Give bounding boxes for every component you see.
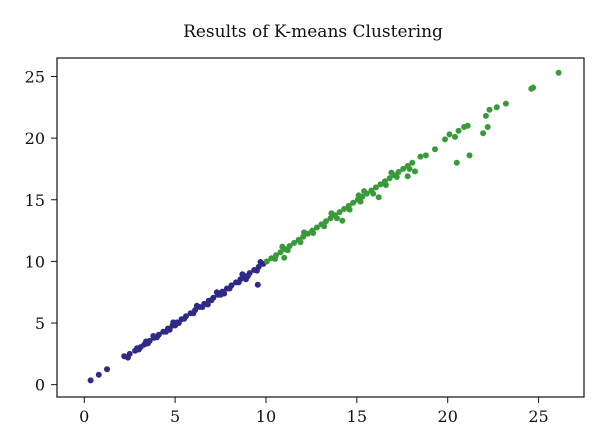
cluster-2-point	[328, 210, 335, 217]
cluster-2-point	[388, 169, 395, 176]
x-tick-label: 5	[170, 407, 180, 426]
cluster-1-point	[257, 259, 264, 265]
cluster-1-point	[175, 320, 182, 326]
cluster-2-point	[310, 230, 317, 236]
cluster-2-point	[412, 168, 418, 175]
y-tick-label: 20	[25, 129, 45, 148]
y-tick-label: 0	[35, 376, 45, 395]
cluster-1-point	[134, 345, 140, 352]
cluster-1-point	[166, 326, 173, 333]
cluster-2-point	[284, 247, 291, 254]
cluster-1-point	[190, 310, 197, 317]
cluster-2-point	[327, 215, 334, 222]
cluster-2-point	[355, 192, 362, 199]
cluster-1-point	[199, 304, 206, 310]
cluster-1-point	[239, 271, 246, 278]
cluster-2-point	[313, 224, 320, 231]
cluster-2-point	[301, 229, 308, 236]
cluster-2-point	[482, 112, 489, 119]
cluster-2-point	[281, 254, 288, 261]
cluster-2-point	[404, 173, 411, 180]
cluster-2-point	[493, 104, 500, 111]
cluster-2-point	[393, 174, 400, 180]
cluster-2-point	[333, 215, 340, 222]
cluster-1-point	[204, 301, 211, 308]
x-tick-label: 20	[438, 407, 458, 426]
cluster-2-point	[406, 165, 413, 172]
cluster-1-point	[124, 354, 131, 361]
cluster-2-point	[395, 169, 402, 175]
cluster-1-point	[254, 281, 261, 288]
cluster-2-point	[417, 153, 424, 160]
cluster-2-point	[382, 182, 389, 188]
x-tick-label: 10	[256, 407, 276, 426]
y-tick-label: 10	[25, 252, 45, 271]
cluster-1-point	[243, 276, 249, 283]
cluster-2-point	[370, 190, 377, 197]
cluster-2-point	[528, 85, 535, 92]
points-layer	[87, 69, 562, 384]
cluster-1-point	[213, 289, 220, 296]
cluster-2-point	[279, 243, 286, 250]
cluster-2-point	[323, 218, 329, 225]
x-axis: 0 5 10 15 20 25	[79, 397, 549, 426]
cluster-1-point	[95, 371, 102, 378]
cluster-2-point	[361, 188, 368, 195]
cluster-2-point	[400, 165, 407, 172]
cluster-2-point	[386, 175, 393, 182]
cluster-2-point	[455, 127, 462, 134]
cluster-2-point	[272, 255, 279, 262]
cluster-1-point	[143, 338, 149, 345]
cluster-1-point	[170, 319, 177, 326]
y-tick-label: 15	[25, 191, 45, 210]
cluster-1-point	[226, 285, 233, 292]
y-tick-label: 5	[35, 314, 45, 333]
cluster-2-point	[350, 199, 357, 206]
cluster-2-point	[555, 69, 562, 76]
cluster-1-point	[253, 267, 260, 274]
cluster-2-point	[422, 152, 429, 159]
cluster-2-point	[466, 152, 473, 159]
cluster-1-point	[221, 290, 228, 297]
cluster-1-point	[235, 279, 242, 286]
cluster-2-point	[357, 198, 364, 205]
cluster-2-point	[377, 181, 384, 188]
cluster-2-point	[502, 100, 509, 107]
cluster-2-point	[346, 206, 353, 213]
cluster-2-point	[452, 133, 458, 140]
cluster-2-point	[442, 136, 448, 143]
cluster-2-point	[375, 194, 382, 201]
cluster-2-point	[341, 206, 348, 212]
cluster-1-point	[208, 297, 215, 304]
cluster-1-point	[193, 302, 200, 309]
cluster-2-point	[446, 131, 453, 138]
x-tick-label: 15	[347, 407, 367, 426]
y-tick-label: 25	[25, 67, 45, 86]
cluster-1-point	[150, 333, 157, 339]
cluster-2-point	[291, 239, 298, 246]
x-tick-label: 0	[79, 407, 89, 426]
cluster-2-point	[336, 209, 343, 216]
cluster-2-point	[453, 159, 460, 166]
cluster-1-point	[104, 366, 110, 373]
cluster-2-point	[263, 258, 270, 265]
chart-title: Results of K-means Clustering	[183, 22, 443, 42]
y-axis: 0 5 10 15 20 25	[25, 67, 57, 395]
cluster-2-point	[297, 239, 304, 246]
cluster-2-point	[486, 106, 493, 113]
cluster-2-point	[372, 184, 379, 191]
x-tick-label: 25	[528, 407, 548, 426]
cluster-2-point	[409, 159, 416, 166]
cluster-1-point	[87, 377, 94, 384]
cluster-2-point	[339, 217, 346, 224]
cluster-2-point	[277, 249, 284, 256]
cluster-2-point	[464, 122, 471, 129]
cluster-2-point	[321, 223, 328, 230]
plot-frame	[56, 57, 585, 398]
cluster-1-point	[181, 315, 188, 322]
cluster-2-point	[480, 130, 487, 137]
cluster-2-point	[484, 124, 491, 130]
cluster-2-point	[432, 146, 438, 153]
